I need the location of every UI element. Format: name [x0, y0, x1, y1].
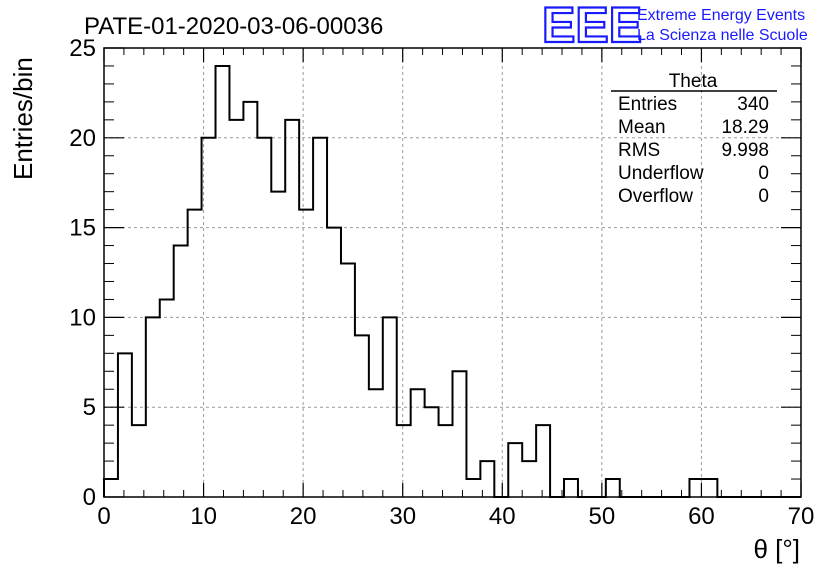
y-axis-title: Entries/bin	[8, 57, 38, 180]
grid-lines	[104, 48, 801, 497]
plot-frame	[103, 47, 802, 498]
x-tick-label: 0	[97, 503, 110, 530]
page-title: PATE-01-2020-03-06-00036	[84, 13, 383, 40]
x-tick-label: 40	[489, 503, 516, 530]
axis-tick-labels: 0 10 20 30 40 50 60 70 0 5 10 15 20 25	[69, 35, 814, 530]
x-tick-label: 10	[190, 503, 217, 530]
stats-value: 9.998	[721, 140, 769, 161]
x-tick-label: 30	[389, 503, 416, 530]
stats-title: Theta	[669, 71, 718, 92]
histogram-line	[103, 64, 801, 498]
stats-value: 0	[758, 186, 769, 207]
stats-value: 0	[758, 163, 769, 184]
stats-label: Entries	[618, 94, 677, 115]
y-tick-label: 10	[69, 304, 96, 331]
eee-logo-mark: EEE	[542, 0, 642, 53]
y-tick-label: 20	[69, 125, 96, 152]
stats-label: Mean	[618, 117, 666, 138]
x-tick-label: 60	[688, 503, 715, 530]
stats-rows: Entries 340 Mean 18.29 RMS 9.998 Underflow 0 Ove…	[618, 94, 769, 207]
x-axis-title: θ [°]	[753, 534, 800, 564]
stats-label: RMS	[618, 140, 660, 161]
stats-label: Underflow	[618, 163, 704, 184]
y-tick-label: 25	[69, 35, 96, 62]
stats-value: 340	[737, 94, 769, 115]
axis-ticks	[103, 47, 802, 498]
x-tick-label: 50	[589, 503, 616, 530]
stats-box: Theta Entries 340 Mean 18.29 RMS 9.998 Underfl…	[611, 71, 777, 207]
stats-value: 18.29	[721, 117, 769, 138]
stats-label: Overflow	[618, 186, 693, 207]
logo-line-1: Extreme Energy Events	[637, 7, 805, 24]
y-tick-label: 5	[83, 394, 96, 421]
y-tick-label: 15	[69, 215, 96, 242]
x-tick-label: 70	[788, 503, 815, 530]
x-tick-label: 20	[290, 503, 317, 530]
y-tick-label: 0	[83, 484, 96, 511]
logo-line-2: La Scienza nelle Scuole	[637, 27, 808, 44]
